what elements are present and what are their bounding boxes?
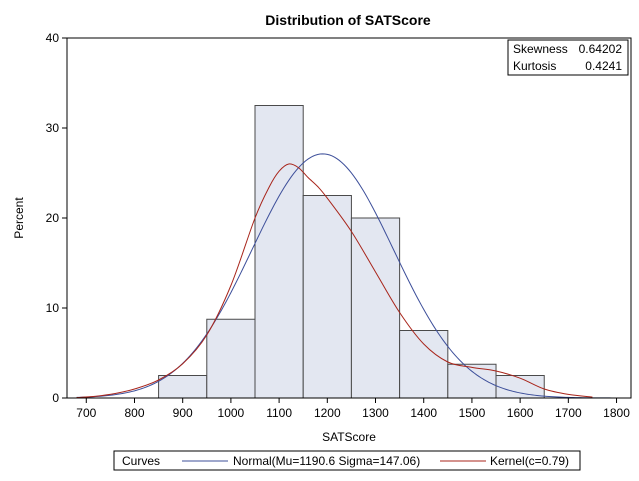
x-tick-label: 700 bbox=[76, 406, 96, 420]
inset-kurtosis-value: 0.4241 bbox=[585, 59, 622, 73]
x-tick-label: 1800 bbox=[603, 406, 630, 420]
y-tick-label: 20 bbox=[46, 211, 60, 225]
inset-box bbox=[507, 39, 629, 76]
histogram-bar bbox=[254, 105, 304, 399]
inset-kurtosis-label: Kurtosis bbox=[513, 59, 556, 73]
inset-skewness-label: Skewness bbox=[513, 42, 568, 56]
x-axis-label: SATScore bbox=[322, 430, 376, 444]
x-tick-label: 1700 bbox=[555, 406, 582, 420]
legend-kernel-label: Kernel(c=0.79) bbox=[490, 454, 569, 468]
normal-curve bbox=[76, 153, 622, 399]
x-tick-label: 1500 bbox=[459, 406, 486, 420]
histogram-bar bbox=[399, 330, 449, 399]
histogram-bar bbox=[350, 217, 401, 399]
y-tick-label: 0 bbox=[52, 391, 59, 405]
y-tick-label: 30 bbox=[46, 121, 60, 135]
x-tick-label: 800 bbox=[124, 406, 144, 420]
legend: Curves Normal(Mu=1190.6 Sigma=147.06) Ke… bbox=[113, 450, 581, 471]
kernel-curve bbox=[76, 163, 593, 399]
x-tick-label: 1200 bbox=[314, 406, 341, 420]
y-tick-label: 40 bbox=[46, 31, 60, 45]
x-tick-label: 900 bbox=[173, 406, 193, 420]
x-tick-label: 1400 bbox=[410, 406, 437, 420]
x-tick-label: 1600 bbox=[507, 406, 534, 420]
histogram-bar bbox=[158, 375, 208, 399]
histogram-bar bbox=[302, 195, 352, 399]
histogram-bar bbox=[495, 375, 545, 399]
x-tick-label: 1000 bbox=[218, 406, 245, 420]
y-tick-label: 10 bbox=[46, 301, 60, 315]
density-curves bbox=[76, 153, 622, 399]
chart-title: Distribution of SATScore bbox=[265, 12, 431, 28]
x-tick-label: 1300 bbox=[362, 406, 389, 420]
histogram-bars bbox=[158, 105, 545, 399]
statistics-inset: Skewness 0.64202 Kurtosis 0.4241 bbox=[507, 39, 629, 76]
inset-skewness-value: 0.64202 bbox=[579, 42, 623, 56]
legend-normal-label: Normal(Mu=1190.6 Sigma=147.06) bbox=[233, 454, 420, 468]
legend-box bbox=[113, 450, 581, 471]
y-axis: 0 10 20 30 40 bbox=[46, 31, 67, 405]
x-tick-label: 1100 bbox=[266, 406, 292, 420]
x-axis: 700 800 900 1000 1100 1200 1300 1400 1500 1600 170… bbox=[76, 398, 630, 420]
y-axis-label: Percent bbox=[12, 197, 26, 239]
histogram-bar bbox=[206, 318, 256, 399]
legend-title: Curves bbox=[122, 454, 160, 468]
